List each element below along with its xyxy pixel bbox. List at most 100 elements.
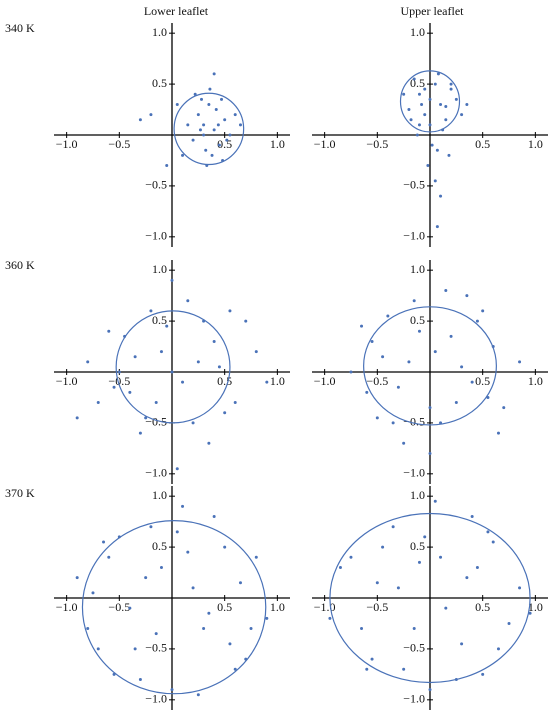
point bbox=[417, 92, 421, 96]
point bbox=[360, 324, 364, 328]
point bbox=[112, 385, 116, 389]
point bbox=[233, 113, 237, 117]
point bbox=[196, 113, 200, 117]
point bbox=[181, 153, 185, 157]
point bbox=[439, 194, 443, 198]
point bbox=[175, 467, 179, 471]
point bbox=[186, 123, 190, 127]
point bbox=[360, 627, 364, 631]
point bbox=[518, 360, 522, 364]
point bbox=[202, 123, 206, 127]
point bbox=[454, 97, 458, 101]
x-tick-label: −0.5 bbox=[108, 137, 130, 151]
column-title: Upper leaflet bbox=[401, 4, 465, 18]
point bbox=[154, 401, 158, 405]
point bbox=[244, 319, 248, 323]
point bbox=[207, 611, 211, 615]
point bbox=[349, 370, 353, 374]
x-tick-label: 0.5 bbox=[475, 600, 490, 614]
point bbox=[386, 314, 390, 318]
point bbox=[396, 586, 400, 590]
point bbox=[412, 77, 416, 81]
point bbox=[223, 411, 227, 415]
row-label: 360 K bbox=[5, 258, 35, 272]
point bbox=[365, 390, 369, 394]
point bbox=[409, 118, 413, 122]
point bbox=[338, 565, 342, 569]
point bbox=[428, 451, 432, 455]
y-tick-label: 0.5 bbox=[152, 539, 167, 553]
point bbox=[102, 540, 106, 544]
y-tick-label: −1.0 bbox=[403, 692, 425, 706]
point bbox=[370, 657, 374, 661]
point bbox=[402, 441, 406, 445]
point bbox=[181, 504, 185, 508]
x-tick-label: 1.0 bbox=[528, 137, 543, 151]
point bbox=[444, 289, 448, 293]
column-title: Lower leaflet bbox=[144, 4, 209, 18]
point bbox=[365, 667, 369, 671]
x-tick-label: −1.0 bbox=[314, 600, 336, 614]
y-tick-label: 1.0 bbox=[410, 25, 425, 39]
point bbox=[217, 365, 221, 369]
point bbox=[238, 581, 242, 585]
point bbox=[217, 143, 221, 147]
point bbox=[138, 431, 142, 435]
point bbox=[449, 334, 453, 338]
point bbox=[328, 616, 332, 620]
point bbox=[349, 555, 353, 559]
x-tick-label: −1.0 bbox=[56, 374, 78, 388]
point bbox=[212, 72, 216, 76]
y-tick-label: −0.5 bbox=[145, 641, 167, 655]
point bbox=[370, 339, 374, 343]
x-tick-label: 0.5 bbox=[475, 137, 490, 151]
point bbox=[433, 350, 437, 354]
point bbox=[159, 565, 163, 569]
point bbox=[196, 693, 200, 697]
row-label: 340 K bbox=[5, 21, 35, 35]
point bbox=[435, 148, 439, 152]
point bbox=[518, 586, 522, 590]
point bbox=[428, 688, 432, 692]
point bbox=[412, 627, 416, 631]
x-tick-label: 0.5 bbox=[217, 374, 232, 388]
point bbox=[475, 565, 479, 569]
x-tick-label: 1.0 bbox=[270, 137, 285, 151]
point bbox=[426, 164, 430, 168]
point bbox=[460, 113, 464, 117]
y-tick-label: 1.0 bbox=[152, 262, 167, 276]
point bbox=[107, 555, 111, 559]
point bbox=[402, 92, 406, 96]
x-tick-label: 1.0 bbox=[270, 600, 285, 614]
x-tick-label: −1.0 bbox=[56, 600, 78, 614]
point bbox=[186, 550, 190, 554]
point bbox=[170, 370, 174, 374]
point bbox=[207, 441, 211, 445]
point bbox=[214, 108, 218, 112]
point bbox=[191, 421, 195, 425]
y-tick-label: −1.0 bbox=[145, 692, 167, 706]
point bbox=[412, 299, 416, 303]
point bbox=[128, 390, 132, 394]
point bbox=[420, 102, 424, 106]
point bbox=[133, 355, 137, 359]
point bbox=[428, 123, 432, 127]
point bbox=[228, 309, 232, 313]
point bbox=[449, 87, 453, 91]
point bbox=[202, 133, 206, 137]
point bbox=[225, 138, 229, 142]
point bbox=[75, 576, 79, 580]
point bbox=[181, 380, 185, 384]
y-tick-label: 1.0 bbox=[152, 25, 167, 39]
point bbox=[433, 499, 437, 503]
point bbox=[496, 647, 500, 651]
point bbox=[417, 329, 421, 333]
point bbox=[75, 416, 79, 420]
y-tick-label: 0.5 bbox=[152, 76, 167, 90]
point bbox=[208, 87, 212, 91]
point bbox=[447, 153, 451, 157]
point bbox=[159, 350, 163, 354]
point bbox=[249, 627, 253, 631]
point bbox=[502, 406, 506, 410]
point bbox=[149, 113, 153, 117]
